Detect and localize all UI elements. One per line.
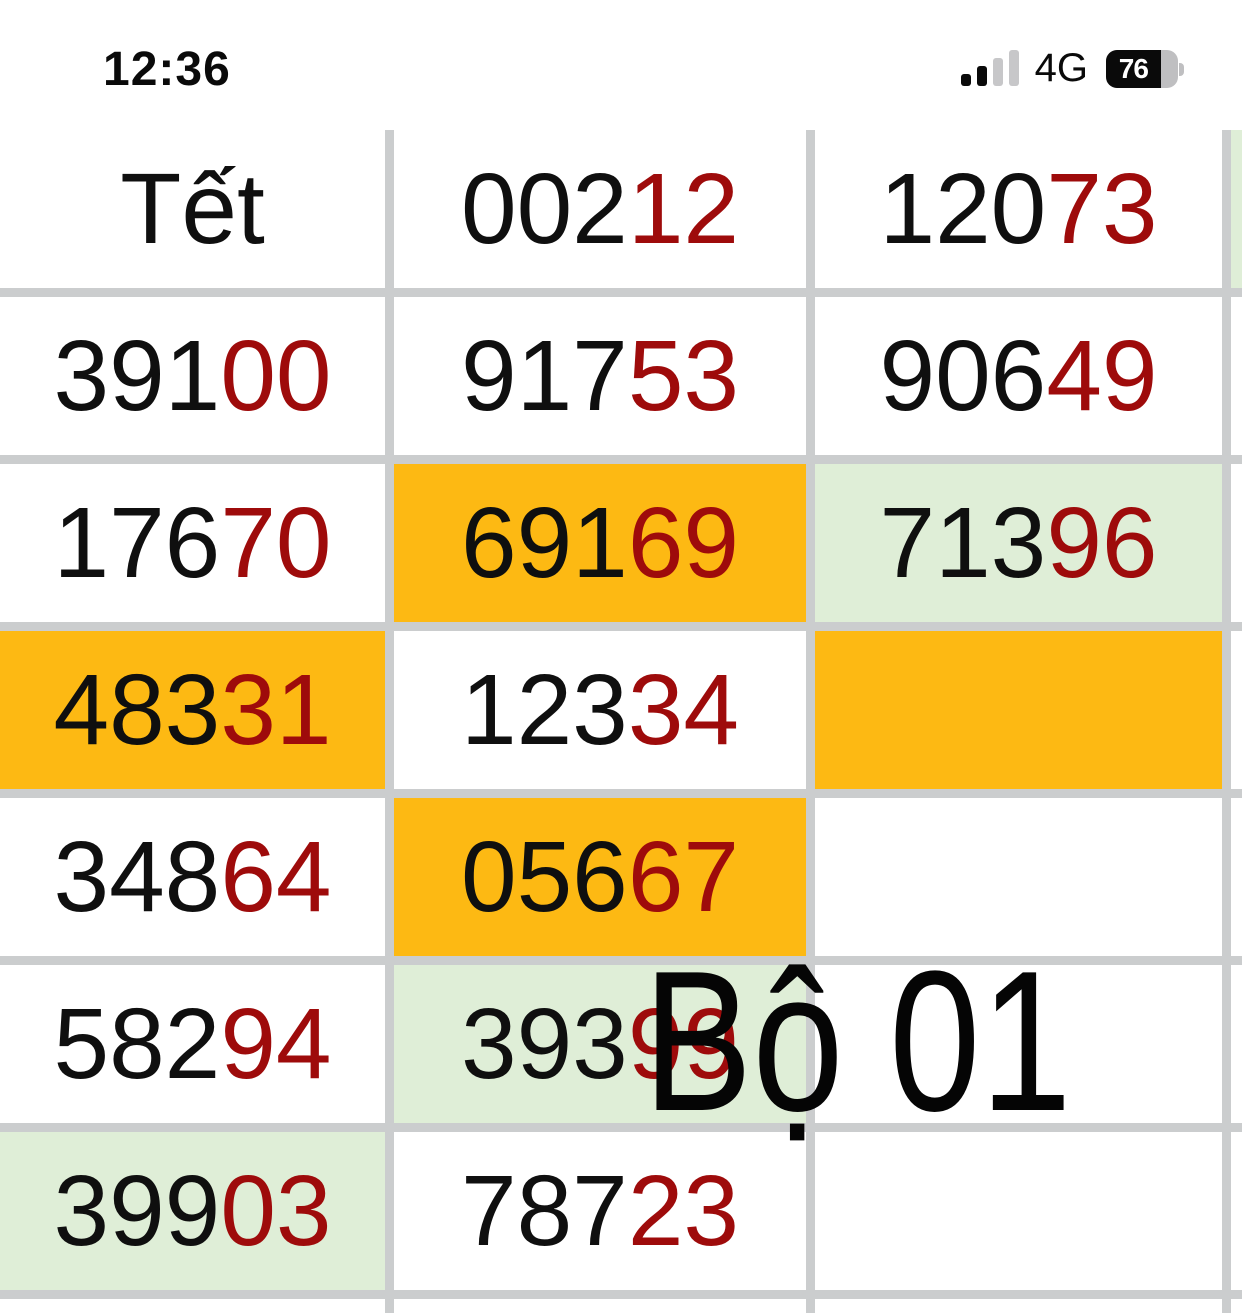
table-cell: 123 34 [394, 631, 806, 789]
table-cell: 002 12 [394, 130, 806, 288]
table-cell-highlighted: 056 67 [394, 798, 806, 956]
table-cell [815, 798, 1222, 956]
table-cell: 120 73 [815, 130, 1222, 288]
table-cell-highlighted: 713 96 [815, 464, 1222, 622]
number-main: 582 [53, 987, 221, 1100]
table-cell [1231, 798, 1242, 956]
number-main: 483 [53, 653, 221, 766]
table-cell [815, 965, 1222, 1123]
table-cell [815, 1132, 1222, 1290]
number-suffix: 49 [1046, 319, 1158, 432]
number-suffix: 34 [627, 653, 740, 766]
number-suffix: 00 [220, 319, 332, 432]
table-cell: 176 70 [0, 464, 385, 622]
status-bar: 12:36 4G 76 [0, 0, 1242, 130]
table-cell [815, 1299, 1222, 1313]
number-main: 713 [879, 486, 1047, 599]
battery-fill: 76 [1106, 50, 1161, 88]
table-cell [394, 1299, 806, 1313]
number-main: 391 [53, 319, 221, 432]
number-main: 906 [879, 319, 1047, 432]
cellular-signal-icon [960, 50, 1019, 86]
number-suffix: 64 [220, 820, 332, 933]
number-suffix: 53 [627, 319, 740, 432]
signal-bar-3 [992, 58, 1003, 86]
table-cell-highlighted: 399 03 [0, 1132, 385, 1290]
table-cell: 348 64 [0, 798, 385, 956]
number-main: 056 [460, 820, 628, 933]
watermark-text: Bộ 01 [643, 930, 1072, 1153]
battery-tip [1179, 62, 1184, 76]
table-cell-highlighted: 691 69 [394, 464, 806, 622]
number-main: 348 [53, 820, 221, 933]
lottery-results-table: Tết 002 12 120 73 391 00 917 53 906 49 176 70 … [0, 130, 1242, 1313]
number-main: 120 [879, 152, 1047, 265]
number-suffix: 03 [220, 1154, 332, 1267]
number-main: 917 [460, 319, 628, 432]
table-cell: 906 49 [815, 297, 1222, 455]
battery-icon: 76 [1106, 49, 1184, 89]
number-suffix: 70 [220, 486, 332, 599]
number-main: 393 [460, 987, 628, 1100]
table-cell [1231, 297, 1242, 455]
signal-bar-4 [1008, 50, 1019, 86]
number-main: 399 [53, 1154, 221, 1267]
number-suffix: 67 [627, 820, 740, 933]
battery-percent-label: 76 [1118, 53, 1149, 84]
number-suffix: 12 [627, 152, 740, 265]
number-main: 002 [460, 152, 628, 265]
table-cell: 917 53 [394, 297, 806, 455]
table-cell [1231, 1299, 1242, 1313]
number-main: 176 [53, 486, 221, 599]
number-main: 691 [460, 486, 628, 599]
table-cell [0, 1299, 385, 1313]
cell-label: Tết [120, 152, 265, 265]
table-cell [1231, 464, 1242, 622]
number-suffix: 23 [627, 1154, 740, 1267]
number-suffix: 99 [627, 987, 740, 1100]
table-cell: 391 00 [0, 297, 385, 455]
number-suffix: 96 [1046, 486, 1158, 599]
network-type-label: 4G [1034, 46, 1088, 90]
number-suffix: 73 [1046, 152, 1158, 265]
table-cell: 582 94 [0, 965, 385, 1123]
table-cell: Tết [0, 130, 385, 288]
signal-bar-1 [960, 74, 971, 86]
table-cell-highlighted [815, 631, 1222, 789]
table-cell: 787 23 [394, 1132, 806, 1290]
number-suffix: 69 [627, 486, 740, 599]
table-cell [1231, 631, 1242, 789]
status-bar-right-cluster: 4G 76 [960, 44, 1184, 90]
table-cell-highlighted: 483 31 [0, 631, 385, 789]
table-cell [1231, 965, 1242, 1123]
table-cell [1231, 130, 1242, 288]
battery-body: 76 [1106, 50, 1178, 88]
number-suffix: 94 [220, 987, 332, 1100]
number-main: 123 [460, 653, 628, 766]
clock-label: 12:36 [103, 43, 231, 96]
table-cell-highlighted: 393 99 [394, 965, 806, 1123]
table-cell [1231, 1132, 1242, 1290]
signal-bar-2 [976, 66, 987, 86]
number-main: 787 [460, 1154, 628, 1267]
number-suffix: 31 [220, 653, 332, 766]
